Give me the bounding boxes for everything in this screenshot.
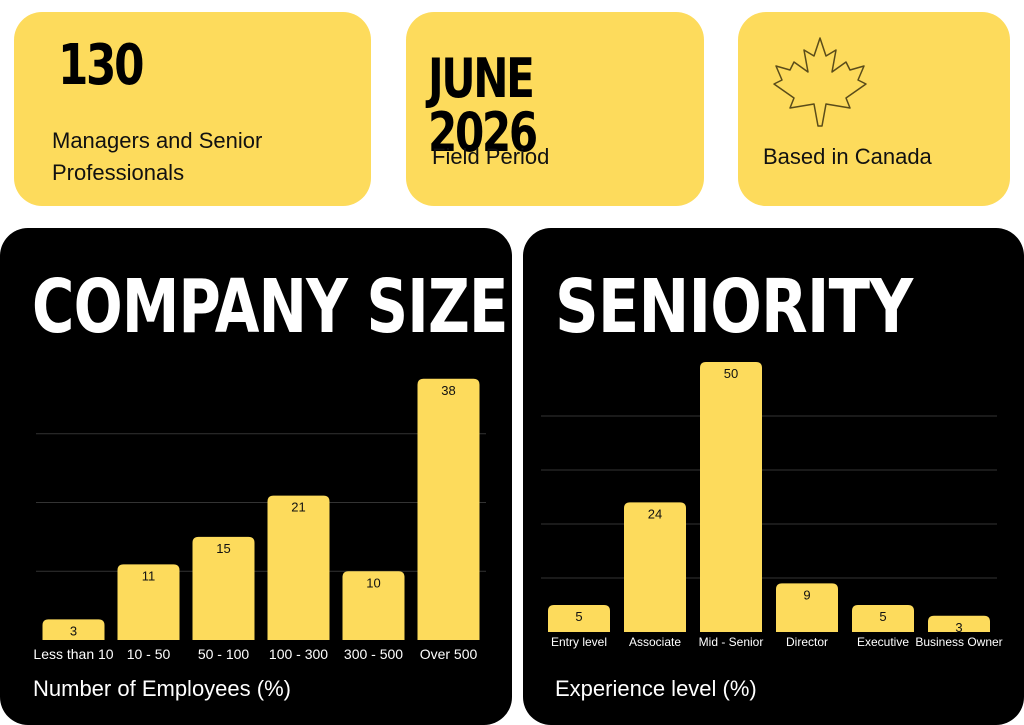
bar-0-3 (267, 495, 330, 640)
category-label: Director (786, 635, 828, 649)
bar-0-1 (117, 564, 180, 640)
respondent-description-line2: Professionals (52, 160, 185, 185)
data-label: 21 (291, 500, 305, 515)
category-label: Business Owner (915, 635, 1002, 649)
stat-card-respondents: 130 Managers and Senior Professionals (14, 12, 371, 206)
category-label: Over 500 (420, 646, 478, 662)
data-label: 24 (648, 506, 662, 521)
seniority-panel: SENIORITY 5 Entry level 24 Associate 50 Mid -… (523, 228, 1024, 725)
field-period-date: JUNE 2026 (428, 47, 538, 164)
data-label: 3 (70, 623, 77, 638)
location-label: Based in Canada (763, 144, 932, 169)
maple-leaf-icon (773, 37, 867, 127)
respondent-description-line1: Managers and Senior (52, 128, 263, 153)
bar-0-4 (342, 571, 405, 640)
field-period-label: Field Period (432, 144, 550, 169)
company-size-chart: 3 Less than 10 11 10 - 50 15 50 - 100 21 100 - … (33, 378, 486, 662)
company-size-title: COMPANY SIZE (32, 264, 508, 350)
data-label: 11 (142, 568, 156, 583)
data-label: 10 (366, 575, 380, 590)
company-size-xlabel: Number of Employees (%) (33, 676, 291, 701)
bar-1-3 (776, 583, 838, 632)
category-label: Associate (629, 635, 681, 649)
bar-0-5 (417, 378, 480, 640)
data-label: 9 (803, 587, 810, 602)
category-label: 10 - 50 (127, 646, 171, 662)
data-label: 38 (441, 383, 455, 398)
bar-0-0 (42, 619, 105, 640)
data-label: 3 (955, 620, 962, 635)
bar-1-5 (928, 615, 990, 632)
data-label: 5 (879, 609, 886, 624)
category-label: 50 - 100 (198, 646, 250, 662)
seniority-chart: 5 Entry level 24 Associate 50 Mid - Senior 9 Di… (541, 362, 1003, 649)
data-label: 50 (724, 366, 738, 381)
category-label: Executive (857, 635, 909, 649)
bar-1-4 (852, 605, 914, 632)
category-label: Mid - Senior (699, 635, 764, 649)
bar-1-1 (624, 502, 686, 632)
company-size-panel: COMPANY SIZE 3 Less than 10 11 10 - 50 15 50 … (0, 228, 512, 725)
data-label: 5 (575, 609, 582, 624)
category-label: Entry level (551, 635, 607, 649)
data-label: 15 (216, 541, 230, 556)
seniority-xlabel: Experience level (%) (555, 676, 757, 701)
stat-card-location: Based in Canada (738, 12, 1010, 206)
seniority-title: SENIORITY (555, 264, 913, 350)
bar-1-2 (700, 362, 762, 632)
respondent-count: 130 (58, 33, 145, 98)
category-label: Less than 10 (33, 646, 113, 662)
stat-card-field-period: JUNE 2026 Field Period (406, 12, 704, 206)
category-label: 300 - 500 (344, 646, 403, 662)
bar-0-2 (192, 536, 255, 640)
category-label: 100 - 300 (269, 646, 328, 662)
bar-1-0 (548, 605, 610, 632)
